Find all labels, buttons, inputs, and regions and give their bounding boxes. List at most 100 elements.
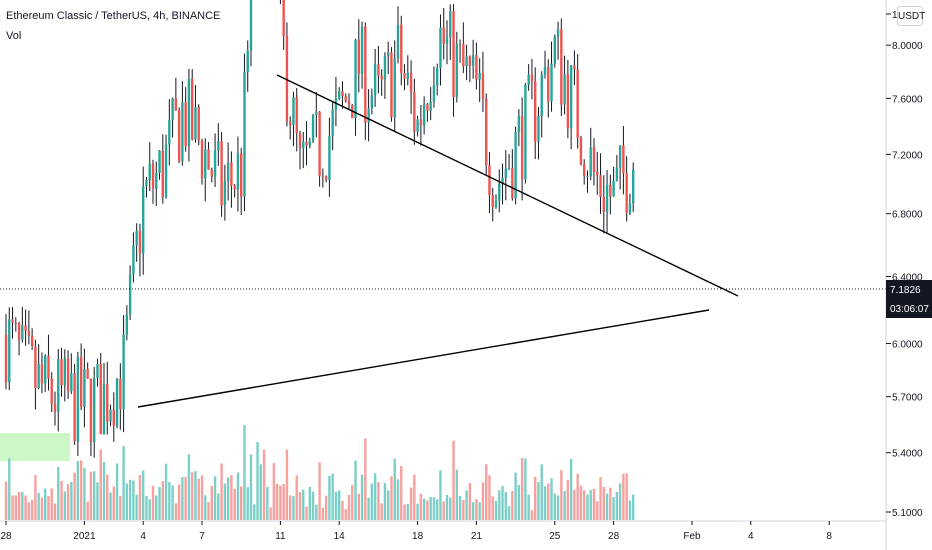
volume-bar: [220, 463, 223, 520]
volume-bar: [550, 478, 553, 520]
volume-bar: [311, 491, 315, 520]
volume-bar: [158, 486, 161, 520]
candle-body: [21, 325, 24, 340]
volume-bar: [194, 471, 197, 520]
candle-body: [240, 153, 243, 197]
time-tick-label: 8: [826, 531, 832, 542]
upper-trendline[interactable]: [276, 74, 739, 297]
candle-body: [419, 119, 423, 126]
time-axis[interactable]: 28 2021 4 7 11 14 18 21 25 28 Feb 4 8: [0, 521, 832, 542]
volume-bar: [99, 449, 102, 520]
volume-bar: [106, 474, 109, 520]
volume-bar: [262, 449, 266, 520]
volume-bar: [132, 480, 135, 520]
candle-body: [321, 175, 325, 177]
candle-body: [17, 322, 21, 340]
candle-body: [57, 359, 60, 412]
candle-body: [289, 121, 292, 126]
candle-body: [494, 200, 498, 208]
candle-body: [119, 378, 122, 410]
volume-bar: [354, 460, 357, 520]
volume-bar: [210, 485, 213, 520]
candle-body: [380, 75, 383, 80]
volume-bar: [200, 475, 204, 520]
lower-trendline[interactable]: [137, 309, 710, 408]
volume-bar: [442, 501, 445, 520]
candle-body: [586, 176, 589, 178]
volume-bar: [236, 472, 240, 520]
candle-body: [471, 55, 475, 66]
candle-body: [210, 169, 213, 178]
volume-bar: [285, 449, 289, 520]
candle-body: [576, 69, 579, 138]
candle-body: [115, 378, 119, 426]
volume-bar: [230, 475, 233, 520]
volume-bar: [436, 499, 439, 520]
candle-body: [481, 73, 485, 99]
volume-bar: [24, 495, 27, 520]
volume-bar: [21, 492, 24, 520]
volume-bar: [370, 483, 374, 520]
candle-body: [498, 183, 501, 201]
volume-bar: [302, 489, 305, 520]
candle-body: [436, 68, 439, 86]
volume-bars: [4, 424, 635, 520]
candle-body: [171, 98, 174, 120]
candle-body: [387, 52, 390, 56]
candle-body: [318, 111, 321, 176]
volume-bar: [481, 482, 485, 520]
candle-body: [543, 67, 547, 75]
volume-bar: [393, 458, 396, 520]
volume-bar: [331, 473, 334, 520]
volume-bar: [504, 492, 507, 520]
volume-bar: [66, 484, 70, 520]
currency-button[interactable]: USDT: [897, 6, 925, 26]
time-tick-label: 2021: [73, 531, 96, 542]
candle-body: [204, 149, 207, 179]
candle-body: [66, 358, 70, 392]
volume-bar: [586, 494, 589, 520]
candle-body: [357, 39, 360, 74]
volume-bar: [501, 485, 504, 520]
volume-bar: [400, 465, 403, 520]
volume-bar: [563, 491, 566, 520]
candle-body: [181, 102, 184, 162]
volume-bar: [96, 482, 99, 520]
volume-bar: [612, 497, 615, 520]
volume-bar: [524, 458, 527, 520]
candle-body: [158, 150, 161, 173]
candle-body: [478, 73, 481, 80]
candle-body: [138, 230, 142, 254]
candle-body: [540, 74, 543, 117]
volume-bar: [426, 500, 429, 520]
volume-bar: [181, 477, 184, 520]
candle-body: [504, 168, 507, 178]
volume-bar: [413, 474, 416, 520]
volume-bar: [30, 499, 34, 520]
candle-body: [625, 173, 628, 214]
volume-bar: [357, 493, 360, 520]
volume-bar: [599, 477, 602, 520]
candle-body: [602, 196, 605, 212]
volume-bar: [498, 490, 501, 520]
price-axis[interactable]: 5.1000 5.4000 5.7000 6.0000 6.4000 6.8000 7.20…: [886, 10, 923, 519]
volume-bar: [592, 488, 596, 520]
candle-body: [174, 98, 178, 110]
volume-bar: [396, 479, 400, 520]
volume-bar: [583, 490, 586, 520]
candle-body: [341, 91, 344, 97]
volume-bar: [102, 461, 106, 520]
volume-bar: [377, 481, 380, 520]
volume-bar: [491, 496, 494, 520]
volume-bar: [233, 488, 236, 520]
candle-body: [452, 11, 455, 97]
candle-body: [409, 72, 413, 93]
candle-body: [566, 74, 570, 129]
candle-body: [596, 171, 599, 176]
volume-bar: [351, 485, 354, 520]
candle-body: [24, 325, 27, 331]
candle-body: [34, 346, 37, 389]
candle-body: [599, 175, 602, 197]
